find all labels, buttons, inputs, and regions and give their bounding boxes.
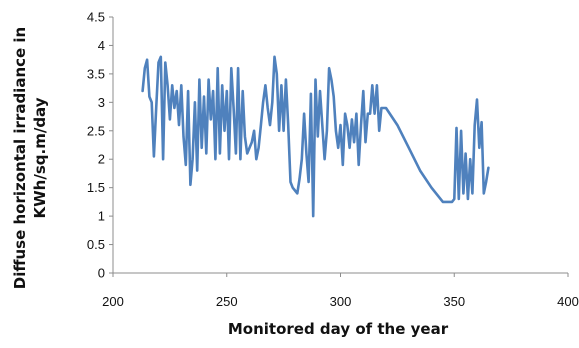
y-tick-label: 0 [98,266,105,281]
x-axis-title: Monitored day of the year [228,320,449,338]
plot-area [141,55,490,218]
y-tick-label: 0.5 [87,237,105,252]
y-axis: 0 0.5 1 1.5 2 2.5 3 3.5 4 4.5 [87,10,114,281]
x-tick-label: 400 [557,294,579,309]
y-tick-label: 3.5 [87,66,105,81]
x-tick-label: 250 [216,294,238,309]
y-tick-label: 3 [98,95,105,110]
y-tick-label: 2 [98,152,105,167]
y-tick-label: 2.5 [87,123,105,138]
y-axis-title-line-2: KWh/sq.m/day [31,97,49,218]
y-tick-label: 4 [98,38,105,53]
x-tick-label: 350 [443,294,465,309]
x-axis: 200 250 300 350 400 [102,272,579,309]
y-tick-label: 1 [98,209,105,224]
x-tick-label: 300 [330,294,352,309]
y-axis-title-line-1: Diffuse horizontal irradiance in [11,27,29,290]
y-tick-label: 1.5 [87,180,105,195]
series-line-0 [141,55,490,218]
y-tick-label: 4.5 [87,10,105,25]
x-tick-label: 200 [102,294,124,309]
